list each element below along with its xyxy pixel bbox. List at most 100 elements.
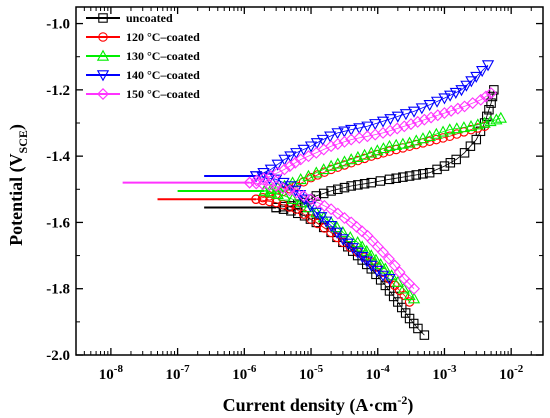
data-point	[479, 90, 492, 103]
data-point	[318, 188, 329, 199]
data-point	[311, 191, 322, 201]
data-point	[305, 193, 318, 206]
data-point	[350, 220, 363, 233]
data-point	[408, 282, 421, 295]
legend-item: uncoated	[86, 11, 173, 25]
data-point	[419, 330, 430, 340]
data-point	[476, 66, 489, 78]
data-point	[369, 119, 382, 131]
data-point	[391, 173, 401, 183]
data-point	[360, 244, 373, 256]
series-4	[122, 87, 498, 295]
x-tick-label: 10-3	[432, 363, 457, 383]
data-point	[445, 158, 456, 168]
data-point	[465, 141, 476, 151]
x-tick-label: 10-6	[232, 363, 257, 383]
series-3	[204, 60, 495, 286]
data-point	[283, 184, 296, 197]
data-point	[460, 80, 473, 92]
data-point	[388, 259, 401, 272]
legend-marker	[97, 88, 109, 100]
data-point	[304, 201, 317, 213]
data-point	[384, 124, 397, 137]
x-tick-label: 10-5	[299, 363, 324, 383]
data-point	[457, 121, 471, 133]
data-point	[383, 139, 396, 151]
data-point	[390, 138, 403, 150]
data-point	[294, 173, 307, 185]
data-point	[333, 184, 343, 195]
data-point	[251, 194, 261, 204]
data-point	[465, 76, 478, 88]
data-point	[284, 202, 295, 212]
data-point	[324, 131, 337, 143]
data-point	[384, 146, 395, 156]
data-point	[404, 297, 415, 307]
data-point	[356, 240, 369, 252]
data-point	[270, 179, 283, 192]
data-point	[325, 140, 338, 153]
data-point	[330, 227, 344, 239]
x-axis-title: Current density (A·cm-2)	[223, 393, 414, 416]
data-point	[398, 172, 408, 182]
data-point	[481, 60, 495, 72]
data-point	[411, 170, 422, 180]
data-point	[257, 167, 270, 180]
data-point	[470, 71, 483, 83]
data-point	[458, 100, 471, 113]
data-point	[418, 169, 428, 179]
data-point	[312, 218, 323, 229]
data-point	[250, 174, 263, 187]
data-point	[316, 134, 329, 146]
data-point	[404, 171, 415, 181]
y-tick-label: -1.4	[46, 149, 70, 165]
plot-frame	[75, 6, 544, 356]
legend-item: 120 °C–coated	[86, 30, 200, 44]
data-point	[471, 118, 484, 130]
data-point	[361, 130, 374, 143]
y-tick-label: -2.0	[46, 348, 70, 364]
legend: uncoated 120 °C–coated 130 °C–coated 140 °C…	[86, 11, 200, 101]
data-point	[396, 137, 410, 149]
plot-area	[75, 6, 544, 356]
data-point	[450, 122, 463, 134]
data-point	[243, 176, 256, 189]
data-point	[432, 164, 442, 175]
data-point	[345, 216, 358, 229]
data-point	[439, 161, 450, 171]
data-point	[369, 128, 382, 141]
series-0	[204, 85, 499, 340]
data-point	[391, 111, 404, 123]
data-point	[415, 103, 428, 115]
data-point	[399, 109, 413, 121]
data-point	[324, 220, 338, 233]
data-point	[365, 249, 378, 261]
data-point	[438, 93, 451, 105]
data-point	[330, 221, 344, 233]
y-axis-title: Potential (VSCE)	[6, 124, 30, 246]
y-tick-label: -1.8	[46, 282, 70, 298]
data-point	[494, 111, 507, 123]
data-point	[283, 160, 296, 173]
data-point	[431, 109, 444, 122]
data-point	[338, 212, 351, 224]
data-point	[331, 207, 344, 220]
data-point	[331, 128, 344, 140]
data-point	[487, 91, 498, 102]
data-point	[424, 167, 435, 178]
data-point	[351, 235, 364, 248]
data-point	[445, 104, 458, 117]
data-point	[451, 102, 464, 115]
data-point	[376, 116, 390, 128]
data-point	[377, 246, 390, 259]
data-point	[297, 189, 310, 202]
data-point	[423, 100, 436, 112]
data-point	[484, 104, 494, 115]
data-point	[413, 323, 423, 334]
legend-marker	[98, 13, 108, 23]
data-point	[278, 154, 291, 166]
y-tick-label: -1.0	[46, 17, 70, 33]
data-point	[431, 134, 442, 145]
data-point	[474, 93, 487, 106]
